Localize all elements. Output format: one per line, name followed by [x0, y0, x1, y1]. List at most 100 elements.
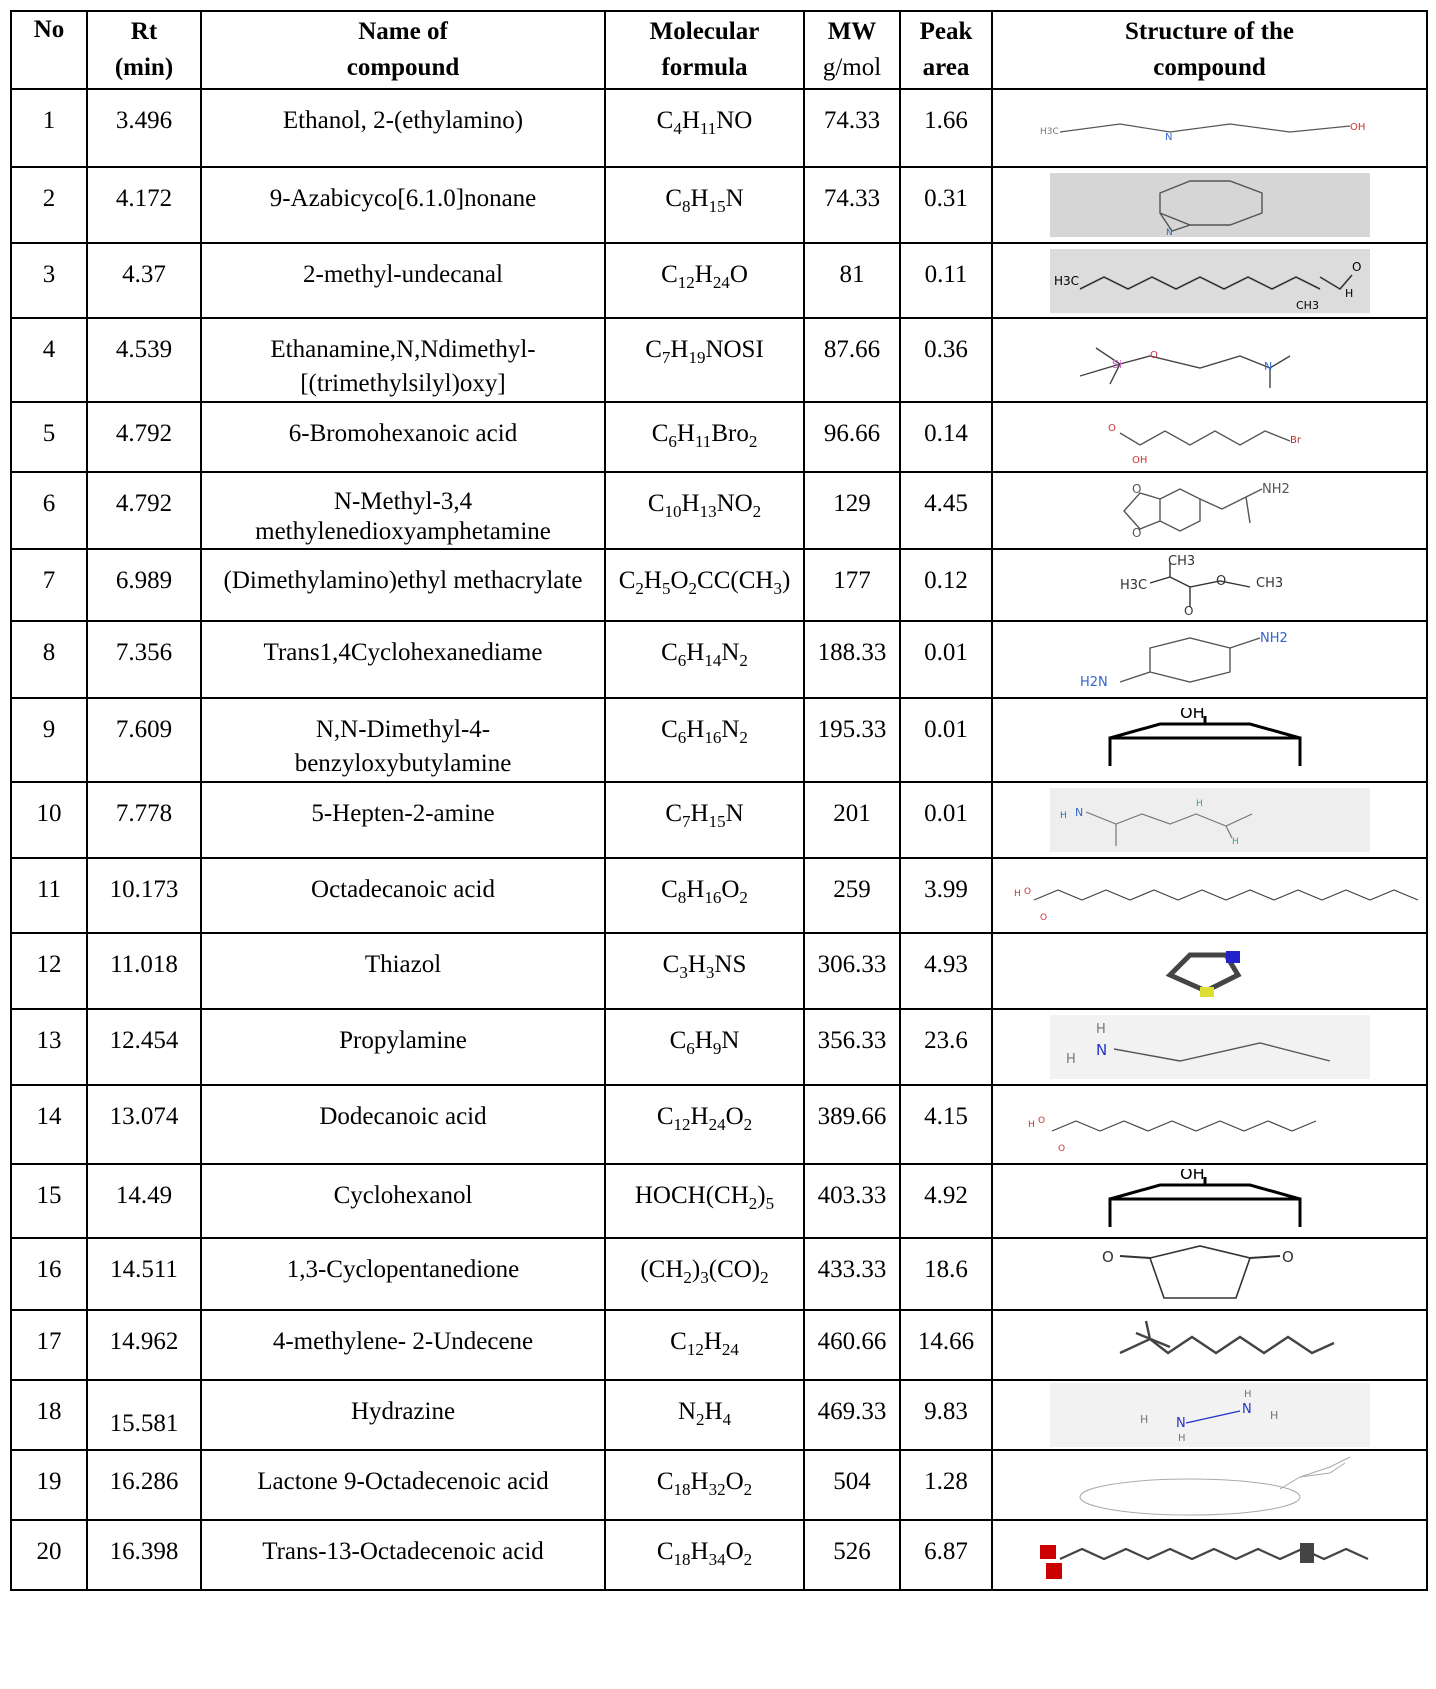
cell-structure: N [991, 166, 1428, 244]
compound-name: 5-Hepten-2-amine [311, 800, 495, 827]
svg-text:H: H [1014, 889, 1021, 899]
header-rt: Rt (min) [86, 10, 202, 90]
compound-name: (Dimethylamino)ethyl methacrylate [223, 567, 583, 594]
cell-rt: 11.018 [86, 932, 202, 1010]
cell-name: Propylamine [200, 1008, 606, 1086]
lactone-structure [1079, 1456, 1350, 1516]
cell-structure: OH [991, 697, 1428, 783]
svg-text:N: N [1176, 1416, 1186, 1431]
table-row: 16 14.511 1,3-Cyclopentanedione (CH2)3(CO)2… [10, 1237, 1428, 1311]
cell-peak: 1.66 [899, 88, 993, 168]
cell-mw: 469.33 [803, 1379, 901, 1451]
table-row: 19 16.286 Lactone 9-Octadecenoic acid C18H3… [10, 1449, 1428, 1521]
compound-name-line2: [(trimethylsilyl)oxy] [300, 370, 506, 397]
cyclohexanol-structure: OH [1108, 708, 1301, 766]
cell-name: 6-Bromohexanoic acid [200, 401, 606, 473]
cell-mw: 87.66 [803, 317, 901, 403]
svg-text:O: O [1352, 260, 1361, 274]
azabicyclononane-structure: N [1049, 173, 1370, 237]
compound-name: Octadecanoic acid [311, 876, 495, 903]
cell-name: Cyclohexanol [200, 1163, 606, 1239]
cell-rt: 10.173 [86, 857, 202, 934]
compound-name: Hydrazine [350, 1398, 456, 1425]
header-structure: Structure of the compound [991, 10, 1428, 90]
cell-structure: H3C O H CH3 [991, 242, 1428, 319]
svg-text:N: N [1242, 1402, 1252, 1417]
cell-mw: 403.33 [803, 1163, 901, 1239]
cell-name: Ethanol, 2-(ethylamino) [200, 88, 606, 168]
cyclohexanol-structure: OH [1108, 1169, 1301, 1227]
compound-name: Ethanamine,N,Ndimethyl- [270, 336, 536, 363]
cell-no: 7 [10, 548, 88, 622]
svg-text:O: O [1184, 604, 1193, 617]
octadecenoic-acid-structure [1039, 1543, 1368, 1579]
svg-text:NH2: NH2 [1260, 631, 1288, 646]
cell-rt: 14.49 [86, 1163, 202, 1239]
cell-peak: 9.83 [899, 1379, 993, 1451]
cell-no: 1 [10, 88, 88, 168]
cell-formula: C7H15N [604, 781, 805, 859]
compound-name: Thiazol [364, 951, 442, 978]
svg-text:O: O [1108, 423, 1116, 434]
cell-no: 18 [10, 1379, 88, 1451]
cell-mw: 177 [803, 548, 901, 622]
table-row: 12 11.018 Thiazol C3H3NS 306.33 4.93 [10, 932, 1428, 1010]
compound-name: Cyclohexanol [333, 1182, 473, 1209]
cell-formula: (CH2)3(CO)2 [604, 1237, 805, 1311]
cell-no: 6 [10, 471, 88, 550]
svg-text:CH3: CH3 [1256, 576, 1283, 591]
header-peak: Peak area [899, 10, 993, 90]
cell-no: 9 [10, 697, 88, 783]
svg-text:O: O [1150, 350, 1158, 361]
svg-text:H: H [1244, 1389, 1252, 1400]
compound-name: 9-Azabicyco[6.1.0]nonane [269, 185, 537, 212]
cell-peak: 4.45 [899, 471, 993, 550]
cell-structure: O OH Br [991, 401, 1428, 473]
compound-name: 6-Bromohexanoic acid [288, 420, 518, 447]
cell-formula: C18H32O2 [604, 1449, 805, 1521]
cell-formula: C12H24 [604, 1309, 805, 1381]
svg-text:O: O [1216, 574, 1226, 589]
svg-text:O: O [1282, 1248, 1294, 1266]
svg-text:H: H [1140, 1413, 1148, 1426]
svg-text:N: N [1096, 1041, 1107, 1059]
cell-formula: C2H5O2CC(CH3) [604, 548, 805, 622]
cell-peak: 23.6 [899, 1008, 993, 1086]
cell-peak: 6.87 [899, 1519, 993, 1591]
table-row: 8 7.356 Trans1,4Cyclohexanediame C6H14N2 188… [10, 620, 1428, 699]
cell-formula: HOCH(CH2)5 [604, 1163, 805, 1239]
cell-structure: NH2 H2N [991, 620, 1428, 699]
svg-text:N: N [1165, 132, 1172, 143]
cell-structure [991, 1309, 1428, 1381]
cell-mw: 504 [803, 1449, 901, 1521]
cell-name: N,N-Dimethyl-4- benzyloxybutylamine [200, 697, 606, 783]
cell-name: Dodecanoic acid [200, 1084, 606, 1165]
cell-no: 14 [10, 1084, 88, 1165]
table-row: 4 4.539 Ethanamine,N,Ndimethyl- [(trimethyl… [10, 317, 1428, 403]
svg-text:O: O [1058, 1144, 1065, 1154]
cell-mw: 195.33 [803, 697, 901, 783]
bromohexanoic-acid-structure: O OH Br [1108, 423, 1302, 466]
svg-text:CH3: CH3 [1168, 554, 1195, 569]
cell-mw: 188.33 [803, 620, 901, 699]
svg-text:O: O [1132, 526, 1141, 540]
silyloxy-ethanamine-structure: Si O N [1079, 347, 1290, 388]
header-row: No Rt (min) Name of compound Molecular form… [10, 10, 1428, 90]
cell-no: 11 [10, 857, 88, 934]
cell-peak: 4.15 [899, 1084, 993, 1165]
svg-text:NH2: NH2 [1262, 482, 1290, 497]
cell-rt: 4.37 [86, 242, 202, 319]
mda-structure: O O NH2 [1122, 482, 1290, 540]
cell-rt: 16.398 [86, 1519, 202, 1591]
cell-no: 4 [10, 317, 88, 403]
cell-rt: 4.792 [86, 471, 202, 550]
compound-name-line2: methylenedioxyamphetamine [255, 518, 551, 545]
cell-rt: 14.511 [86, 1237, 202, 1311]
cell-name: Ethanamine,N,Ndimethyl- [(trimethylsilyl)… [200, 317, 606, 403]
cell-name: 5-Hepten-2-amine [200, 781, 606, 859]
cell-rt: 3.496 [86, 88, 202, 168]
